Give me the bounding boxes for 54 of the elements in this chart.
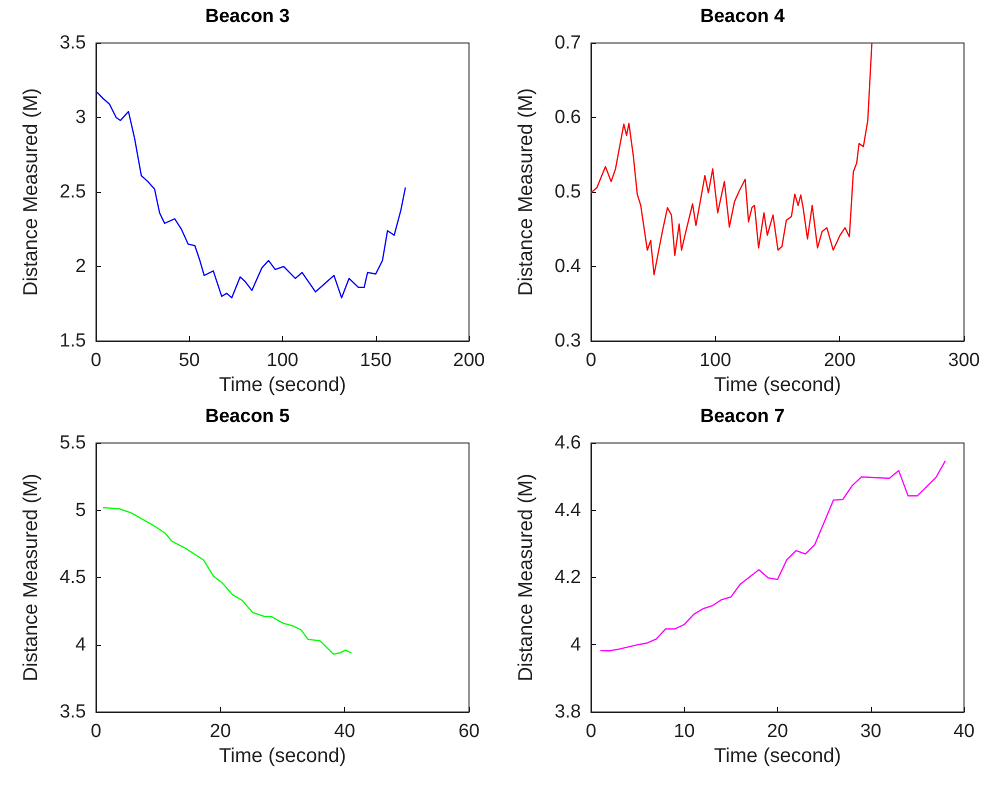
y-tick-label: 0.3 [554,330,581,352]
x-axis-title: Time (second) [218,374,346,396]
x-axis-title: Time (second) [714,374,842,396]
y-axis-title: Distance Measured (M) [515,474,537,682]
y-tick-label: 0.5 [554,182,581,202]
y-tick-label: 0.7 [554,32,581,54]
x-tick-label: 20 [210,721,231,742]
line-series [96,92,406,298]
x-tick-label: 30 [860,721,882,742]
y-tick-label: 3 [75,107,86,128]
chart-title: Beacon 4 [700,6,786,27]
y-tick-label: 4.5 [60,567,86,588]
x-tick-label: 50 [178,350,200,371]
x-axis-title: Time (second) [218,745,346,767]
y-tick-label: 1.5 [60,330,86,352]
x-tick-label: 100 [699,350,732,371]
y-axis-title: Distance Measured (M) [515,88,537,296]
x-tick-label: 0 [90,721,102,742]
x-tick-label: 200 [824,350,856,371]
x-tick-label: 0 [586,350,596,371]
y-axis-title: Distance Measured (M) [20,88,42,296]
x-axis-title: Time (second) [714,745,842,767]
x-tick-label: 40 [953,721,975,742]
x-tick-label: 60 [458,721,480,742]
x-tick-label: 40 [334,721,356,742]
y-tick-label: 4 [75,634,86,656]
y-tick-label: 3.5 [60,32,86,54]
y-tick-label: 4 [570,634,582,656]
line-series [590,42,873,276]
y-tick-label: 2.5 [60,182,86,202]
y-tick-label: 4.2 [554,567,581,588]
x-tick-label: 10 [674,721,695,742]
y-axis-title: Distance Measured (M) [20,474,42,682]
x-tick-label: 300 [948,350,980,371]
y-tick-label: 2 [75,256,86,277]
x-tick-label: 0 [90,350,102,371]
line-series [102,506,352,655]
y-tick-label: 0.4 [554,256,582,277]
x-tick-label: 100 [266,350,298,371]
x-tick-label: 0 [586,721,596,742]
chart-title: Beacon 5 [205,406,290,427]
chart-title: Beacon 3 [205,6,290,27]
y-tick-label: 3.8 [554,702,581,722]
chart-title: Beacon 7 [700,406,785,427]
x-tick-label: 150 [360,350,392,371]
x-tick-label: 200 [453,350,485,371]
x-tick-label: 20 [766,721,788,742]
y-tick-label: 5.5 [60,432,86,454]
line-series [600,460,946,652]
y-tick-label: 4.6 [554,432,581,454]
y-tick-label: 0.6 [554,107,581,128]
y-tick-label: 5 [75,500,86,521]
y-tick-label: 3.5 [60,702,86,722]
y-tick-label: 4.4 [554,500,582,521]
